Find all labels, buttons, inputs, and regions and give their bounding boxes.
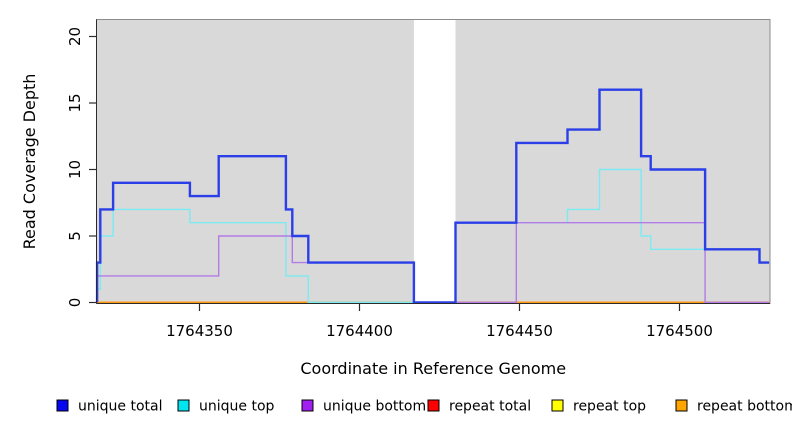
legend-label-repeat-bottom: repeat bottom — [697, 399, 792, 415]
x-axis-title: Coordinate in Reference Genome — [300, 359, 566, 378]
legend-label-unique-bottom: unique bottom — [323, 399, 426, 415]
x-tick-label: 1764350 — [166, 322, 233, 340]
legend-swatch-unique-bottom — [301, 399, 314, 412]
y-tick-label: 15 — [66, 93, 84, 112]
y-tick-label: 10 — [66, 160, 84, 179]
y-tick-label: 20 — [66, 27, 84, 46]
y-tick-label: 5 — [66, 231, 84, 241]
series-line-unique-total — [95, 88, 770, 304]
x-tick-label: 1764500 — [646, 322, 713, 340]
legend-label-repeat-total: repeat total — [449, 399, 531, 415]
x-tick-label: 1764450 — [486, 322, 553, 340]
x-tick-label: 1764400 — [326, 322, 393, 340]
y-tick-label: 0 — [66, 298, 84, 308]
legend-swatch-unique-top — [177, 399, 190, 412]
legend-swatch-unique-total — [56, 399, 69, 412]
y-axis-title: Read Coverage Depth — [20, 74, 39, 250]
legend-swatch-repeat-bottom — [675, 399, 688, 412]
coverage-gap-region — [413, 20, 456, 303]
legend-swatch-repeat-total — [427, 399, 440, 412]
legend-label-repeat-top: repeat top — [573, 399, 646, 415]
legend-label-unique-total: unique total — [78, 399, 162, 415]
legend-label-unique-top: unique top — [199, 399, 275, 415]
legend-swatch-repeat-top — [551, 399, 564, 412]
